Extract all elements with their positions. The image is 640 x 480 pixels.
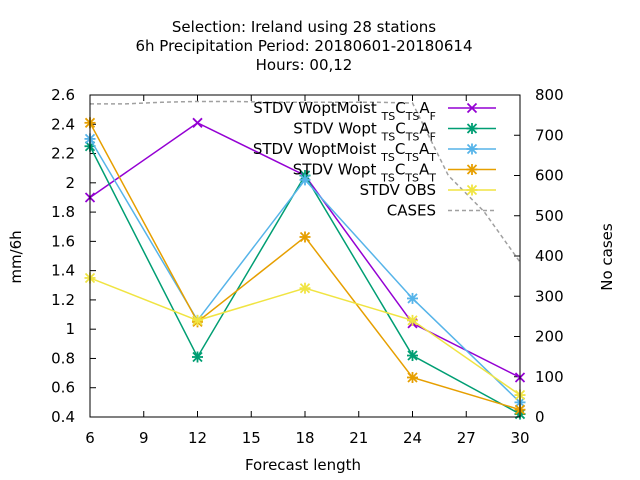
legend-label-part: C (395, 161, 405, 179)
y-tick-label: 1 (65, 320, 75, 338)
chart-title-line-2: 6h Precipitation Period: 20180601-201806… (135, 37, 472, 55)
legend-label-part: TS (381, 110, 396, 123)
y-tick-label: 1.8 (51, 203, 75, 221)
legend-label-part: F (430, 130, 436, 143)
y2-tick-label: 700 (535, 126, 564, 144)
x-axis-label: Forecast length (245, 456, 361, 474)
legend-label-part: A (419, 140, 430, 158)
legend-label-part: C (395, 99, 405, 117)
series-0-point (192, 117, 203, 128)
y-tick-label: 1.6 (51, 232, 75, 250)
legend-label-part: TS (380, 171, 395, 184)
x-tick-label: 27 (457, 429, 476, 447)
legend-label-part: TS (405, 110, 420, 123)
legend-label-part: F (430, 110, 436, 123)
series-1-point (192, 351, 203, 363)
y-tick-label: 0.6 (51, 379, 75, 397)
series-4-point (299, 282, 311, 294)
y-axis-label: mm/6h (7, 230, 25, 283)
y-tick-label: 2.4 (51, 115, 75, 133)
series-line-4 (89, 277, 521, 396)
series-4-point (407, 314, 418, 326)
legend-label-4: STDV OBS (360, 181, 436, 199)
y-tick-label: 0.4 (51, 408, 75, 426)
legend-label-2: STDV WoptMoist TSCTSAT (253, 140, 436, 164)
legend-label-part: A (419, 120, 430, 138)
legend-label-part: TS (405, 130, 420, 143)
legend-label-part: A (419, 99, 430, 117)
legend-marker-3 (466, 164, 478, 175)
legend-label-part: T (428, 151, 436, 164)
x-tick-label: 21 (349, 429, 368, 447)
y-tick-label: 2 (65, 174, 75, 192)
x-tick-label: 18 (295, 429, 314, 447)
x-tick-label: 15 (242, 429, 261, 447)
legend-label-5: CASES (387, 202, 436, 220)
legend-label-0: STDV WoptMoist TSCTSAF (253, 99, 436, 123)
legend-label-part: A (419, 161, 430, 179)
legend-marker-0 (466, 102, 478, 114)
legend-label-part: STDV WoptMoist (253, 140, 381, 158)
series-1-point (407, 350, 418, 362)
legend-label-1: STDV Wopt TSCTSAF (293, 120, 436, 144)
y2-tick-label: 300 (535, 287, 564, 305)
series-line-5 (90, 100, 521, 263)
y-tick-label: 2.2 (51, 145, 75, 163)
legend-label-3: STDV Wopt TSCTSAT (293, 161, 436, 185)
legend-label-part: STDV WoptMoist (253, 99, 381, 117)
series-2-point (407, 292, 418, 304)
series-4-point (192, 314, 203, 326)
x-tick-label: 24 (403, 429, 422, 447)
chart-title-line-3: Hours: 00,12 (256, 56, 353, 74)
legend-label-part: TS (404, 171, 419, 184)
x-tick-label: 9 (139, 429, 149, 447)
legend-marker-2 (466, 143, 478, 155)
legend-label-part: TS (380, 151, 395, 164)
x-tick-label: 30 (510, 429, 529, 447)
y2-tick-label: 800 (535, 86, 564, 104)
legend-marker-1 (466, 123, 478, 134)
y-tick-label: 0.8 (51, 349, 75, 367)
y2-tick-label: 200 (535, 328, 564, 346)
chart-title-line-1: Selection: Ireland using 28 stations (172, 18, 436, 36)
plot-frame (89, 94, 521, 418)
y2-tick-label: 400 (535, 247, 564, 265)
y-tick-label: 2.6 (51, 86, 75, 104)
x-tick-label: 12 (188, 429, 207, 447)
y2-tick-label: 0 (535, 408, 545, 426)
series-3-point (407, 371, 418, 383)
legend-label-part: STDV Wopt (293, 120, 381, 138)
y2-axis-label: No cases (598, 223, 616, 291)
legend-label-part: CASES (387, 202, 436, 220)
y2-tick-label: 100 (535, 368, 564, 386)
series-2-point (299, 174, 311, 186)
y2-tick-label: 500 (535, 207, 564, 225)
legend-label-part: STDV Wopt (293, 161, 381, 179)
legend-label-part: C (395, 120, 405, 138)
y2-tick-label: 600 (535, 167, 564, 185)
y-tick-label: 1.4 (51, 262, 75, 280)
series-line-1 (89, 145, 521, 415)
legend-marker-4 (466, 184, 478, 196)
x-tick-label: 6 (85, 429, 95, 447)
axis-ticks: 6 9 12 15 18 21 24 27 30 0.4 0.6 0.8 1 1.2 1.4 1.6 1.8 2 2… (51, 86, 564, 447)
legend-label-part: T (428, 171, 436, 184)
legend-label-part: TS (404, 151, 419, 164)
legend-label-part: STDV OBS (360, 181, 436, 199)
legend-label-part: TS (381, 130, 396, 143)
legend-label-part: C (395, 140, 405, 158)
series-3-point (299, 231, 311, 243)
y-tick-label: 1.2 (51, 291, 75, 309)
